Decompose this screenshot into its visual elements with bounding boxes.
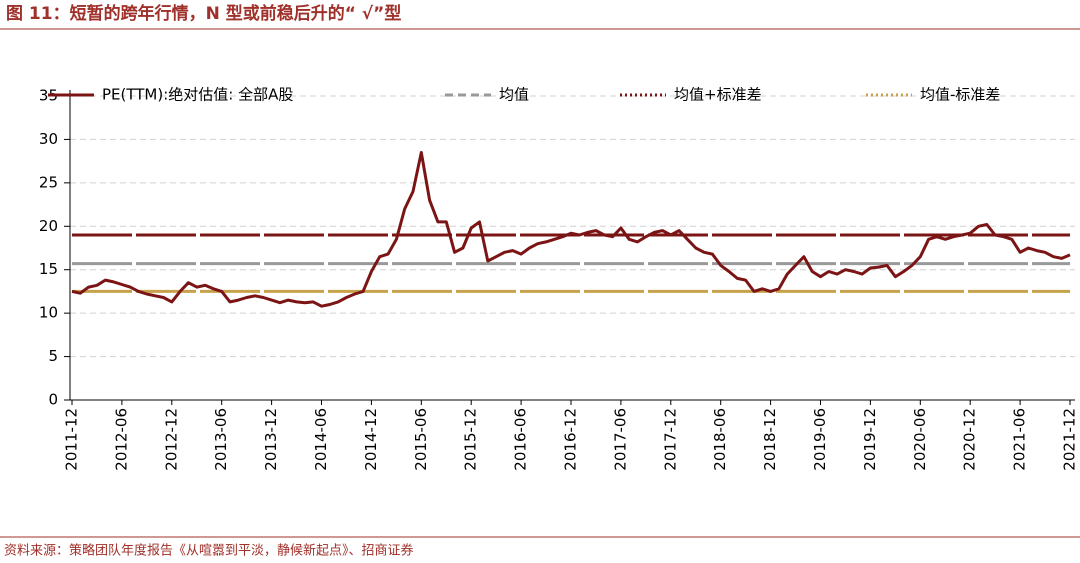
x-tick-label: 2016-12 bbox=[562, 408, 580, 471]
y-tick-label: 25 bbox=[39, 173, 58, 191]
x-tick-label: 2018-06 bbox=[711, 408, 729, 471]
legend-label: PE(TTM):绝对估值: 全部A股 bbox=[102, 86, 293, 104]
data-line bbox=[71, 151, 1071, 308]
x-tick-label: 2014-06 bbox=[312, 408, 330, 471]
y-tick-label: 5 bbox=[48, 347, 58, 365]
legend-label: 均值+标准差 bbox=[674, 86, 762, 104]
x-tick-label: 2017-12 bbox=[661, 408, 679, 471]
x-tick-label: 2017-06 bbox=[611, 408, 629, 471]
x-tick-label: 2013-12 bbox=[262, 408, 280, 471]
y-tick-label: 15 bbox=[39, 260, 58, 278]
x-tick-label: 2018-12 bbox=[761, 408, 779, 471]
chart-title: 图 11：短暂的跨年行情，N 型或前稳后升的“ √”型 bbox=[6, 3, 401, 24]
x-tick-label: 2020-06 bbox=[911, 408, 929, 471]
x-tick-label: 2012-06 bbox=[112, 408, 130, 471]
y-tick-label: 30 bbox=[39, 130, 58, 148]
x-tick-label: 2012-12 bbox=[162, 408, 180, 471]
legend-label: 均值 bbox=[499, 86, 529, 104]
x-tick-label: 2015-06 bbox=[412, 408, 430, 471]
x-tick-label: 2016-06 bbox=[512, 408, 530, 471]
legend-label: 均值-标准差 bbox=[920, 86, 1000, 104]
x-tick-label: 2021-06 bbox=[1011, 408, 1029, 471]
x-tick-label: 2020-12 bbox=[961, 408, 979, 471]
x-tick-label: 2019-12 bbox=[861, 408, 879, 471]
y-tick-label: 20 bbox=[39, 217, 58, 235]
x-tick-label: 2011-12 bbox=[63, 408, 81, 471]
source: 资料来源：策略团队年度报告《从喧嚣到平淡，静候新起点》、招商证券 bbox=[4, 543, 414, 559]
x-tick-label: 2014-12 bbox=[362, 408, 380, 471]
y-tick-label: 0 bbox=[48, 391, 58, 409]
x-tick-label: 2013-06 bbox=[212, 408, 230, 471]
x-tick-label: 2015-12 bbox=[462, 408, 480, 471]
y-tick-label: 10 bbox=[39, 304, 58, 322]
x-tick-label: 2021-12 bbox=[1061, 408, 1079, 471]
x-tick-label: 2019-06 bbox=[811, 408, 829, 471]
